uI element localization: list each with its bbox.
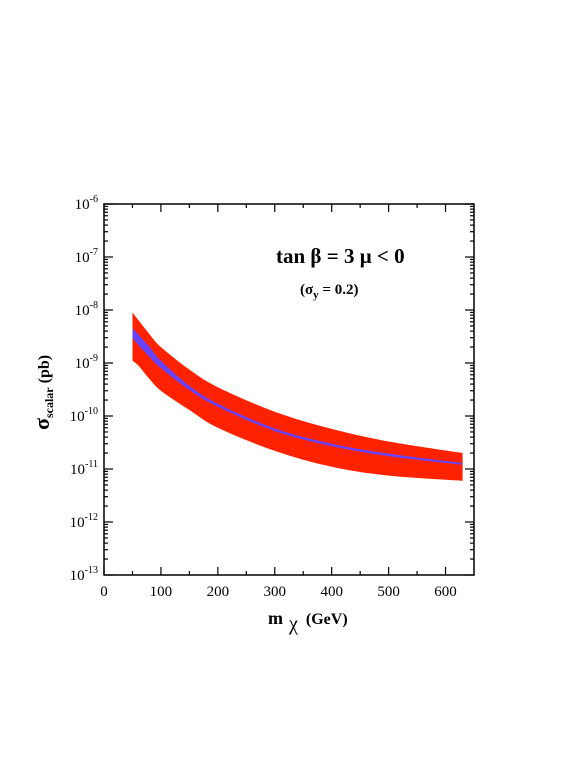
y-axis-label-unit: (pb) (36, 355, 53, 383)
y-tick-label: 10-12 (70, 512, 98, 531)
tick-labels: 0 100 200 300 400 500 600 10-13 10-12 10-11 10-10 1… (70, 194, 457, 600)
plot-frame (103, 203, 475, 576)
y-axis-label-main: σ (29, 418, 54, 430)
annotation-line2-sub: y (313, 289, 319, 301)
annotation-line2: (σy = 0.2) (300, 282, 358, 301)
y-tick-label: 10-10 (70, 406, 98, 425)
x-tick-label: 400 (320, 584, 343, 600)
annotation-line1: tan β = 3 μ < 0 (276, 244, 405, 268)
x-tick-label: 200 (207, 584, 230, 600)
y-tick-label: 10-11 (70, 459, 98, 478)
outer-band (132, 312, 463, 481)
inner-band (132, 328, 463, 465)
y-axis-label: σscalar (pb) (29, 355, 56, 430)
y-tick-label: 10-6 (75, 194, 98, 213)
y-tick-label: 10-13 (70, 565, 98, 584)
x-axis-label-main: m (268, 608, 283, 628)
x-tick-label: 600 (434, 584, 457, 600)
x-axis-label-unit: (GeV) (306, 611, 348, 628)
bands (132, 312, 463, 481)
y-tick-label: 10-8 (75, 300, 98, 319)
y-tick-label: 10-9 (75, 353, 98, 372)
y-tick-label: 10-7 (75, 247, 98, 266)
y-axis-label-sub: scalar (42, 387, 56, 418)
x-axis-label: m χ (GeV) (268, 608, 348, 635)
x-axis-label-sub: χ (288, 613, 298, 635)
x-tick-label: 0 (100, 584, 108, 600)
x-tick-label: 300 (264, 584, 287, 600)
x-tick-label: 500 (377, 584, 400, 600)
annotation-line2-open: (σ (300, 282, 314, 298)
ticks (103, 203, 474, 576)
annotation-line2-rest: = 0.2) (319, 282, 359, 298)
x-tick-label: 100 (150, 584, 173, 600)
